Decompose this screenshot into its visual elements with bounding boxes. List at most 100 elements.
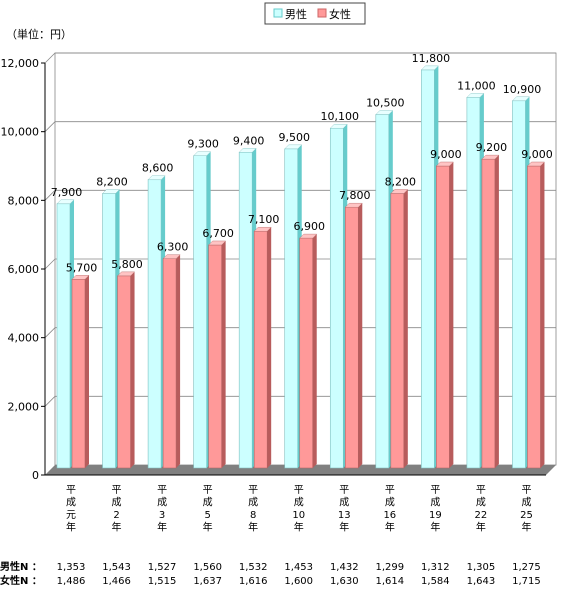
bar: [284, 148, 299, 469]
x-tick-label: 成: [203, 497, 213, 509]
gridline-depth: [44, 396, 56, 407]
gridline-depth: [44, 258, 56, 270]
x-tick-label: 13: [338, 510, 351, 521]
bar: [71, 278, 86, 469]
sample-size-value: 1,715: [512, 576, 541, 587]
data-label: 9,000: [430, 148, 462, 161]
sample-size-value: 1,515: [148, 576, 177, 587]
legend: 男性 女性: [264, 2, 366, 25]
bar: [147, 179, 162, 469]
data-label: 8,200: [385, 175, 417, 188]
data-label: 10,100: [321, 110, 360, 123]
data-label: 5,700: [66, 261, 98, 274]
sample-size-value: 1,584: [421, 576, 450, 587]
bar-top: [162, 254, 181, 259]
x-tick-label: 年: [294, 521, 304, 534]
bar-side: [449, 162, 454, 468]
x-tick-label: 10: [292, 510, 305, 521]
sample-size-value: 1,299: [375, 562, 404, 573]
bar-top: [208, 240, 227, 246]
bar-side: [403, 189, 408, 468]
x-tick-label: 元: [66, 510, 76, 521]
x-tick-label: 年: [430, 521, 440, 534]
x-tick-label: 平: [248, 485, 258, 496]
x-tick-label: 成: [294, 497, 304, 509]
bar-top: [193, 151, 212, 156]
sample-size-value: 1,432: [330, 562, 359, 573]
bar-side: [312, 234, 317, 468]
x-tick-label: 平: [66, 485, 76, 496]
sample-size-value: 1,643: [467, 576, 496, 587]
y-tick-label: 6,000: [8, 263, 40, 276]
legend-swatch-female: [317, 8, 327, 18]
data-label: 6,700: [202, 227, 234, 240]
x-tick-label: 年: [521, 521, 531, 534]
x-tick-label: 3: [159, 510, 165, 521]
data-label: 9,300: [187, 138, 219, 151]
bar-side: [85, 275, 89, 468]
data-label: 9,000: [521, 148, 553, 161]
legend-label-male: 男性: [285, 7, 307, 21]
sample-size-value: 1,532: [239, 562, 268, 573]
bar: [329, 127, 344, 469]
data-label: 11,000: [457, 79, 496, 92]
sample-size-value: 1,275: [512, 562, 541, 573]
x-tick-label: 平: [476, 485, 486, 496]
x-tick-label: 年: [248, 521, 258, 534]
bar-top: [71, 275, 90, 280]
data-label: 9,500: [278, 131, 310, 144]
x-tick-label: 25: [520, 510, 533, 521]
data-label: 7,900: [51, 186, 83, 199]
x-tick-label: 5: [204, 510, 210, 521]
data-label: 6,300: [157, 241, 189, 254]
sample-size-value: 1,543: [102, 562, 131, 573]
x-tick-label: 平: [339, 485, 349, 496]
bar: [162, 258, 177, 469]
sample-size-value: 1,466: [102, 576, 131, 587]
x-tick-label: 22: [475, 510, 488, 521]
x-tick-label: 平: [203, 485, 213, 496]
legend-box: [264, 2, 366, 25]
y-tick-label: 10,000: [1, 126, 40, 139]
x-tick-label: 成: [112, 497, 122, 509]
bar: [390, 193, 405, 469]
x-tick-label: 8: [250, 510, 256, 521]
data-label: 11,800: [412, 52, 451, 65]
bar-top: [299, 233, 318, 239]
x-tick-label: 年: [203, 521, 213, 534]
data-label: 8,600: [142, 162, 174, 175]
y-tick-label: 0: [32, 469, 39, 482]
bar: [481, 158, 496, 469]
sample-size-value: 1,614: [375, 576, 404, 587]
sample-size-value: 1,616: [239, 576, 268, 587]
bar: [253, 230, 268, 469]
bar-top: [147, 175, 166, 180]
bar-side: [494, 155, 499, 468]
data-label: 7,100: [248, 213, 280, 226]
bar: [436, 165, 450, 469]
x-tick-label: 成: [385, 497, 395, 509]
bar: [421, 69, 435, 469]
bar: [208, 244, 222, 469]
x-tick-label: 成: [521, 497, 531, 509]
bar-side: [221, 240, 226, 468]
bar-top: [284, 144, 303, 150]
gridline-depth: [44, 327, 56, 338]
bar: [299, 237, 314, 469]
bar-top: [329, 124, 348, 129]
y-tick-label: 4,000: [8, 332, 40, 345]
sample-size-value: 1,560: [193, 562, 222, 573]
bar-top: [102, 189, 121, 194]
x-tick-label: 平: [385, 485, 395, 496]
data-label: 10,500: [366, 97, 405, 110]
gridline-depth: [44, 52, 56, 64]
x-tick-label: 2: [113, 510, 119, 521]
bar: [193, 155, 207, 469]
sample-size-value: 1,637: [193, 576, 222, 587]
sample-size-value: 1,312: [421, 562, 450, 573]
sample-size-value: 1,305: [467, 562, 496, 573]
data-label: 8,200: [96, 175, 128, 188]
data-label: 7,800: [339, 189, 371, 202]
bar: [238, 151, 253, 469]
